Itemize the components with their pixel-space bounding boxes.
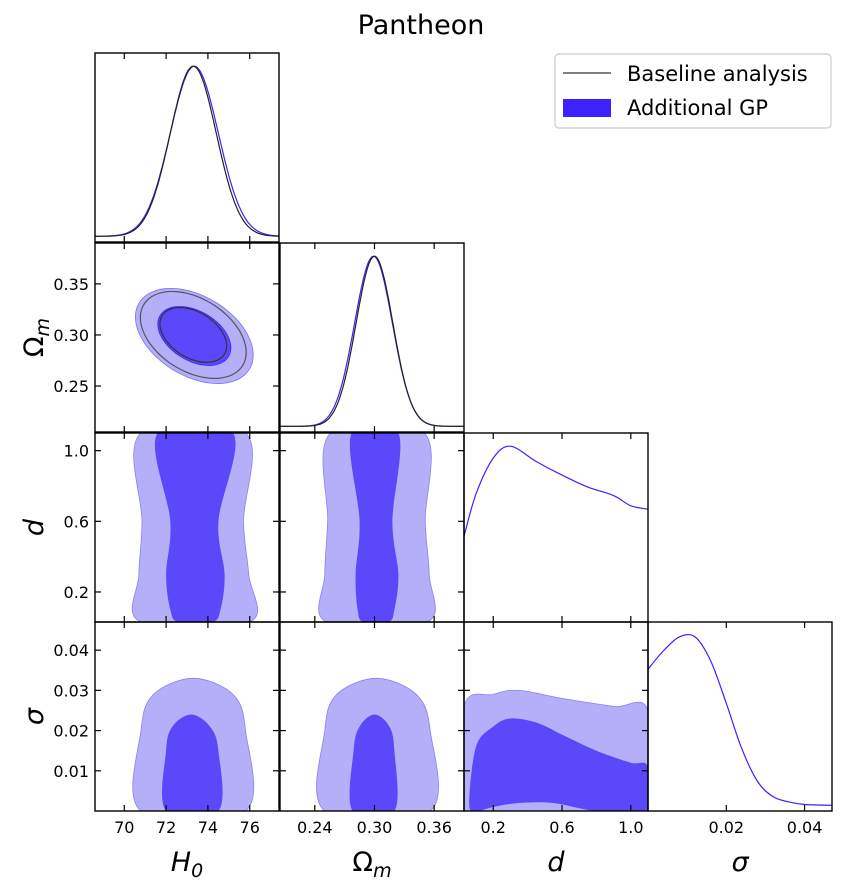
marginal-sigma-gp-curve bbox=[648, 634, 832, 806]
xtick-label-H0-0: 70 bbox=[114, 818, 134, 837]
marginal-d bbox=[464, 445, 648, 537]
xaxis-label-d-symbol: d bbox=[547, 847, 565, 878]
ytick-label-sigma-2: 0.03 bbox=[53, 681, 89, 700]
xaxis-label-d: d bbox=[547, 847, 565, 878]
contour-H0_Om-baseline-95 bbox=[139, 290, 247, 380]
ytick-label-Om-1: 0.30 bbox=[53, 326, 89, 345]
xtick-label-d-0: 0.2 bbox=[481, 818, 506, 837]
contour-Om_d-gp-68 bbox=[349, 433, 401, 622]
marginal-H0 bbox=[95, 65, 279, 237]
contour-Om_sigma bbox=[316, 677, 439, 811]
legend-baseline-label: Baseline analysis bbox=[627, 62, 808, 86]
contour-d_sigma-gp-68 bbox=[469, 718, 648, 811]
xaxis-label-sigma-symbol: σ bbox=[731, 847, 749, 878]
marginal-d-gp-curve bbox=[464, 445, 648, 537]
xtick-label-H0-2: 74 bbox=[198, 818, 218, 837]
contour-Om_sigma-gp-68 bbox=[349, 714, 398, 811]
xtick-label-sigma-0: 0.02 bbox=[708, 818, 744, 837]
marginal-H0-gp-curve bbox=[95, 65, 279, 237]
xtick-label-H0-1: 72 bbox=[156, 818, 176, 837]
ytick-label-d-0: 0.2 bbox=[64, 583, 89, 602]
ytick-label-sigma-1: 0.02 bbox=[53, 722, 89, 741]
panel-frame-Om-Om bbox=[279, 242, 465, 433]
yaxis-label-Om: Ωm bbox=[19, 318, 54, 357]
contour-H0_d-gp-68 bbox=[154, 433, 236, 622]
ytick-label-Om-2: 0.35 bbox=[53, 275, 89, 294]
panels: 70 72 74 76 0.24 0.30 0.36 0.2 0.6 1.0 0.02 0.04 0.2… bbox=[19, 52, 833, 882]
xtick-label-sigma-1: 0.04 bbox=[787, 818, 823, 837]
legend-gp-label: Additional GP bbox=[627, 96, 768, 120]
panel-frame-sigma-sigma bbox=[647, 621, 833, 812]
ytick-label-sigma-3: 0.04 bbox=[53, 641, 89, 660]
xaxis-label-Om: Ωm bbox=[352, 847, 391, 882]
legend: Baseline analysis Additional GP bbox=[554, 53, 832, 129]
yaxis-label-sigma-symbol: σ bbox=[19, 707, 50, 725]
xtick-label-d-1: 0.6 bbox=[549, 818, 574, 837]
contour-d_sigma bbox=[464, 689, 648, 811]
xtick-label-Om-1: 0.30 bbox=[357, 818, 393, 837]
marginal-Om-gp-curve bbox=[280, 255, 464, 427]
xtick-label-Om-0: 0.24 bbox=[297, 818, 333, 837]
xaxis-label-H0-subscript: 0 bbox=[191, 860, 203, 882]
yaxis-label-d-symbol: d bbox=[19, 518, 50, 536]
ytick-label-d-1: 0.6 bbox=[64, 512, 89, 531]
contour-H0_d bbox=[131, 433, 259, 622]
contour-H0_sigma bbox=[132, 677, 255, 811]
yaxis-label-Om-subscript: m bbox=[32, 318, 54, 337]
ytick-label-sigma-0: 0.01 bbox=[53, 762, 89, 781]
panel-frame-H0-sigma bbox=[94, 621, 280, 812]
xtick-label-Om-2: 0.36 bbox=[416, 818, 452, 837]
yaxis-label-Om-symbol: Ω bbox=[19, 336, 50, 357]
xaxis-label-Om-subscript: m bbox=[373, 860, 392, 882]
contour-Om_d bbox=[318, 433, 436, 622]
ytick-label-Om-0: 0.25 bbox=[53, 377, 89, 396]
contour-H0_Om bbox=[134, 287, 254, 384]
ytick-label-d-2: 1.0 bbox=[64, 442, 89, 461]
xaxis-label-sigma: σ bbox=[731, 847, 749, 878]
panel-frame-H0-H0 bbox=[94, 52, 280, 243]
legend-frame bbox=[554, 53, 832, 129]
xaxis-label-H0-symbol: H bbox=[171, 847, 191, 878]
marginal-Om-baseline-curve bbox=[280, 255, 464, 427]
contour-H0_Om-baseline-68 bbox=[159, 306, 228, 363]
contour-H0_sigma-gp-68 bbox=[161, 714, 223, 811]
yaxis-label-d: d bbox=[19, 518, 50, 536]
marginal-sigma bbox=[648, 634, 832, 806]
marginal-Om bbox=[280, 255, 464, 427]
xaxis-label-H0: H0 bbox=[171, 847, 203, 882]
xaxis-label-Om-symbol: Ω bbox=[352, 847, 373, 878]
yaxis-label-sigma: σ bbox=[19, 707, 50, 725]
marginal-H0-baseline-curve bbox=[95, 65, 279, 237]
xtick-label-d-2: 1.0 bbox=[618, 818, 643, 837]
legend-gp-swatch bbox=[563, 99, 611, 117]
panel-frame-H0-Om bbox=[94, 242, 280, 433]
figure-title: Pantheon bbox=[358, 10, 485, 41]
xtick-label-H0-3: 76 bbox=[240, 818, 260, 837]
